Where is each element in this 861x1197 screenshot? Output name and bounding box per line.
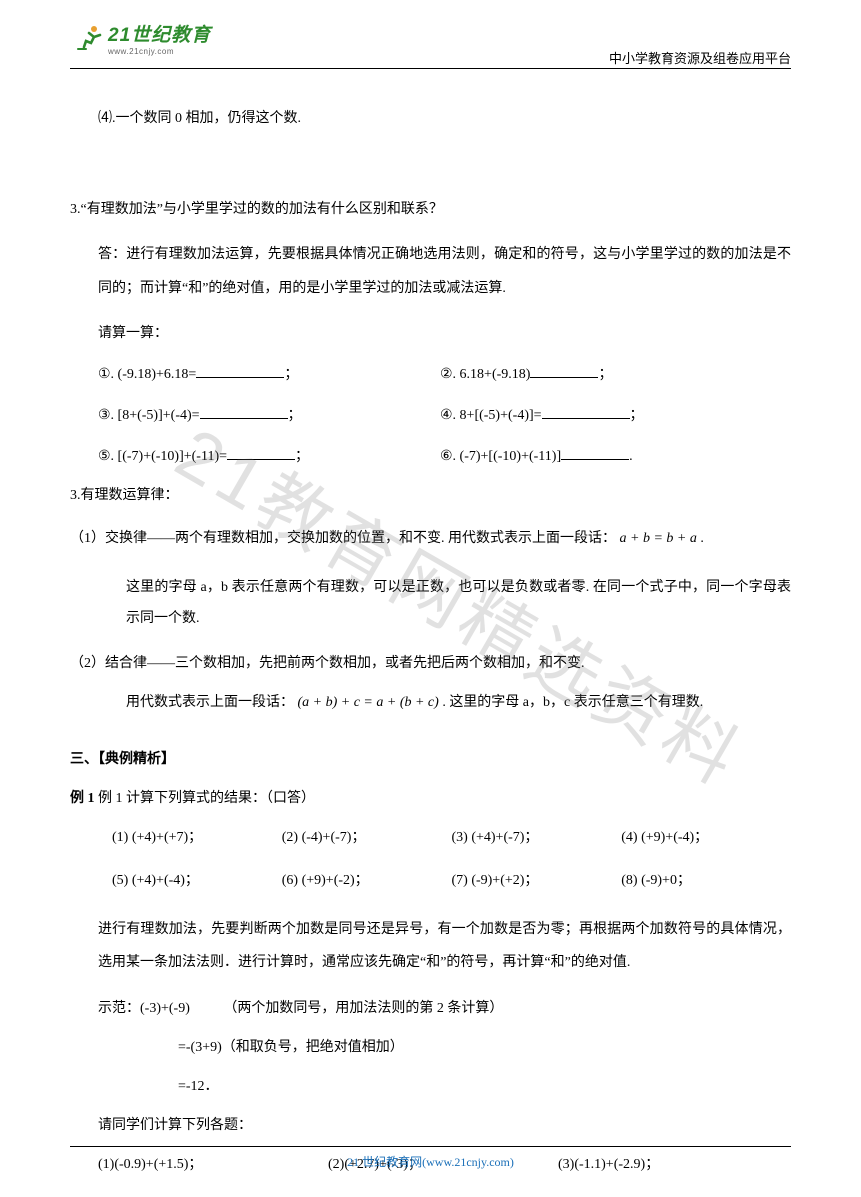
blank-3 bbox=[200, 403, 288, 419]
calc-item-3: ③. [8+(-5)]+(-4)= bbox=[98, 408, 200, 423]
demo-step-2: =-12． bbox=[70, 1076, 791, 1097]
ex1-3: (3) (+4)+(-7)； bbox=[452, 827, 622, 848]
header-right-text: 中小学教育资源及组卷应用平台 bbox=[609, 48, 791, 67]
practice-title: 请同学们计算下列各题： bbox=[70, 1115, 791, 1136]
calc-item-6: ⑥. (-7)+[(-10)+(-11)] bbox=[440, 449, 561, 464]
calc-row-1: ①. (-9.18)+6.18=； ②. 6.18+(-9.18)； bbox=[70, 362, 791, 385]
calc-item-1: ①. (-9.18)+6.18= bbox=[98, 367, 196, 382]
law-title: 3.有理数运算律： bbox=[70, 485, 791, 506]
page-content: ⑷.一个数同 0 相加，仍得这个数. 3.“有理数加法”与小学里学过的数的加法有… bbox=[70, 108, 791, 1197]
calc-intro: 请算一算： bbox=[70, 323, 791, 344]
blank-2 bbox=[530, 362, 598, 378]
law-2-formula: 用代数式表示上面一段话： (a + b) + c = a + (b + c) .… bbox=[70, 692, 791, 713]
demo-line: 示范：(-3)+(-9) （两个加数同号，用加法法则的第 2 条计算） bbox=[70, 998, 791, 1019]
law-1: （1）交换律——两个有理数相加，交换加数的位置，和不变. 用代数式表示上面一段话… bbox=[70, 524, 791, 555]
q3-answer: 答：进行有理数加法运算，先要根据具体情况正确地选用法则，确定和的符号，这与小学里… bbox=[70, 238, 791, 305]
ex1-explain: 进行有理数加法，先要判断两个加数是同号还是异号，有一个加数是否为零；再根据两个加… bbox=[70, 913, 791, 980]
formula-commutative: a + b = b + a bbox=[620, 531, 697, 546]
ex1-7: (7) (-9)+(+2)； bbox=[452, 870, 622, 891]
q3-title: 3.“有理数加法”与小学里学过的数的加法有什么区别和联系？ bbox=[70, 199, 791, 220]
calc-item-4: ④. 8+[(-5)+(-4)]= bbox=[440, 408, 542, 423]
blank-5 bbox=[227, 444, 295, 460]
blank-4 bbox=[542, 403, 630, 419]
ex1-4: (4) (+9)+(-4)； bbox=[621, 827, 791, 848]
blank-6 bbox=[561, 444, 629, 460]
calc-item-2: ②. 6.18+(-9.18) bbox=[440, 367, 530, 382]
example-1-label: 例 1 计算下列算式的结果：（口答） bbox=[98, 791, 315, 806]
ex1-2: (2) (-4)+(-7)； bbox=[282, 827, 452, 848]
logo-sub: www.21cnjy.com bbox=[108, 47, 211, 56]
example-1-title: 例 1 例 1 计算下列算式的结果：（口答） bbox=[70, 788, 791, 809]
logo: 21世纪教育 www.21cnjy.com bbox=[74, 20, 211, 56]
blank-1 bbox=[196, 362, 284, 378]
demo-note: （两个加数同号，用加法法则的第 2 条计算） bbox=[223, 1001, 503, 1016]
law-1-text: （1）交换律——两个有理数相加，交换加数的位置，和不变. 用代数式表示上面一段话… bbox=[70, 531, 616, 546]
law-1-note: 这里的字母 a，b 表示任意两个有理数，可以是正数，也可以是负数或者零. 在同一… bbox=[70, 573, 791, 635]
calc-row-2: ③. [8+(-5)]+(-4)=； ④. 8+[(-5)+(-4)]=； bbox=[70, 403, 791, 426]
page-footer: 21 世纪教育网(www.21cnjy.com) bbox=[70, 1146, 791, 1170]
rule-4: ⑷.一个数同 0 相加，仍得这个数. bbox=[70, 108, 791, 129]
runner-icon bbox=[74, 23, 104, 53]
footer-text: 21 世纪教育网 bbox=[347, 1155, 422, 1169]
calc-row-3: ⑤. [(-7)+(-10)]+(-11)=； ⑥. (-7)+[(-10)+(… bbox=[70, 444, 791, 467]
ex1-8: (8) (-9)+0； bbox=[621, 870, 791, 891]
law-2: （2）结合律——三个数相加，先把前两个数相加，或者先把后两个数相加，和不变. bbox=[70, 653, 791, 674]
header-rule bbox=[70, 68, 791, 69]
demo-expr: 示范：(-3)+(-9) bbox=[98, 1001, 190, 1016]
ex1-6: (6) (+9)+(-2)； bbox=[282, 870, 452, 891]
section-3-title: 三、【典例精析】 bbox=[70, 749, 791, 770]
ex1-row-2: (5) (+4)+(-4)； (6) (+9)+(-2)； (7) (-9)+(… bbox=[70, 870, 791, 891]
page-header: 21世纪教育 www.21cnjy.com 中小学教育资源及组卷应用平台 bbox=[0, 0, 861, 72]
demo-step-1: =-(3+9)（和取负号，把绝对值相加） bbox=[70, 1037, 791, 1058]
footer-link[interactable]: (www.21cnjy.com) bbox=[422, 1155, 514, 1169]
calc-item-5: ⑤. [(-7)+(-10)]+(-11)= bbox=[98, 449, 227, 464]
law-2-suffix: . 这里的字母 a，b，c 表示任意三个有理数. bbox=[442, 695, 703, 710]
footer-rule bbox=[70, 1146, 791, 1147]
ex1-row-1: (1) (+4)+(+7)； (2) (-4)+(-7)； (3) (+4)+(… bbox=[70, 827, 791, 848]
logo-text: 21世纪教育 www.21cnjy.com bbox=[108, 20, 211, 56]
formula-associative: (a + b) + c = a + (b + c) bbox=[298, 695, 439, 710]
ex1-5: (5) (+4)+(-4)； bbox=[112, 870, 282, 891]
ex1-1: (1) (+4)+(+7)； bbox=[112, 827, 282, 848]
law-2-prefix: 用代数式表示上面一段话： bbox=[126, 695, 294, 710]
logo-main: 21世纪教育 bbox=[108, 20, 211, 47]
